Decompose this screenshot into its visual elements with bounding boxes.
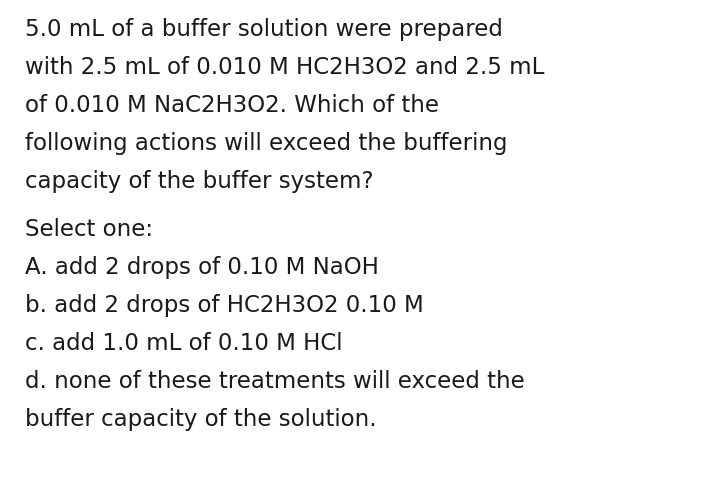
Text: Select one:: Select one:: [25, 218, 153, 241]
Text: c. add 1.0 mL of 0.10 M HCl: c. add 1.0 mL of 0.10 M HCl: [25, 331, 343, 354]
Text: of 0.010 M NaC2H3O2. Which of the: of 0.010 M NaC2H3O2. Which of the: [25, 94, 439, 117]
Text: capacity of the buffer system?: capacity of the buffer system?: [25, 170, 374, 193]
Text: d. none of these treatments will exceed the: d. none of these treatments will exceed …: [25, 369, 525, 392]
Text: A. add 2 drops of 0.10 M NaOH: A. add 2 drops of 0.10 M NaOH: [25, 256, 379, 279]
Text: 5.0 mL of a buffer solution were prepared: 5.0 mL of a buffer solution were prepare…: [25, 18, 503, 41]
Text: buffer capacity of the solution.: buffer capacity of the solution.: [25, 407, 377, 430]
Text: following actions will exceed the buffering: following actions will exceed the buffer…: [25, 132, 508, 155]
Text: with 2.5 mL of 0.010 M HC2H3O2 and 2.5 mL: with 2.5 mL of 0.010 M HC2H3O2 and 2.5 m…: [25, 56, 544, 79]
Text: b. add 2 drops of HC2H3O2 0.10 M: b. add 2 drops of HC2H3O2 0.10 M: [25, 293, 424, 316]
